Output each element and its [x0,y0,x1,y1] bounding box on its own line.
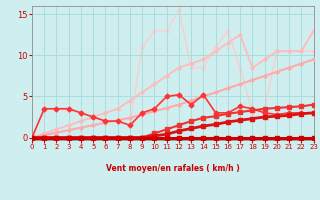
X-axis label: Vent moyen/en rafales ( km/h ): Vent moyen/en rafales ( km/h ) [106,164,240,173]
